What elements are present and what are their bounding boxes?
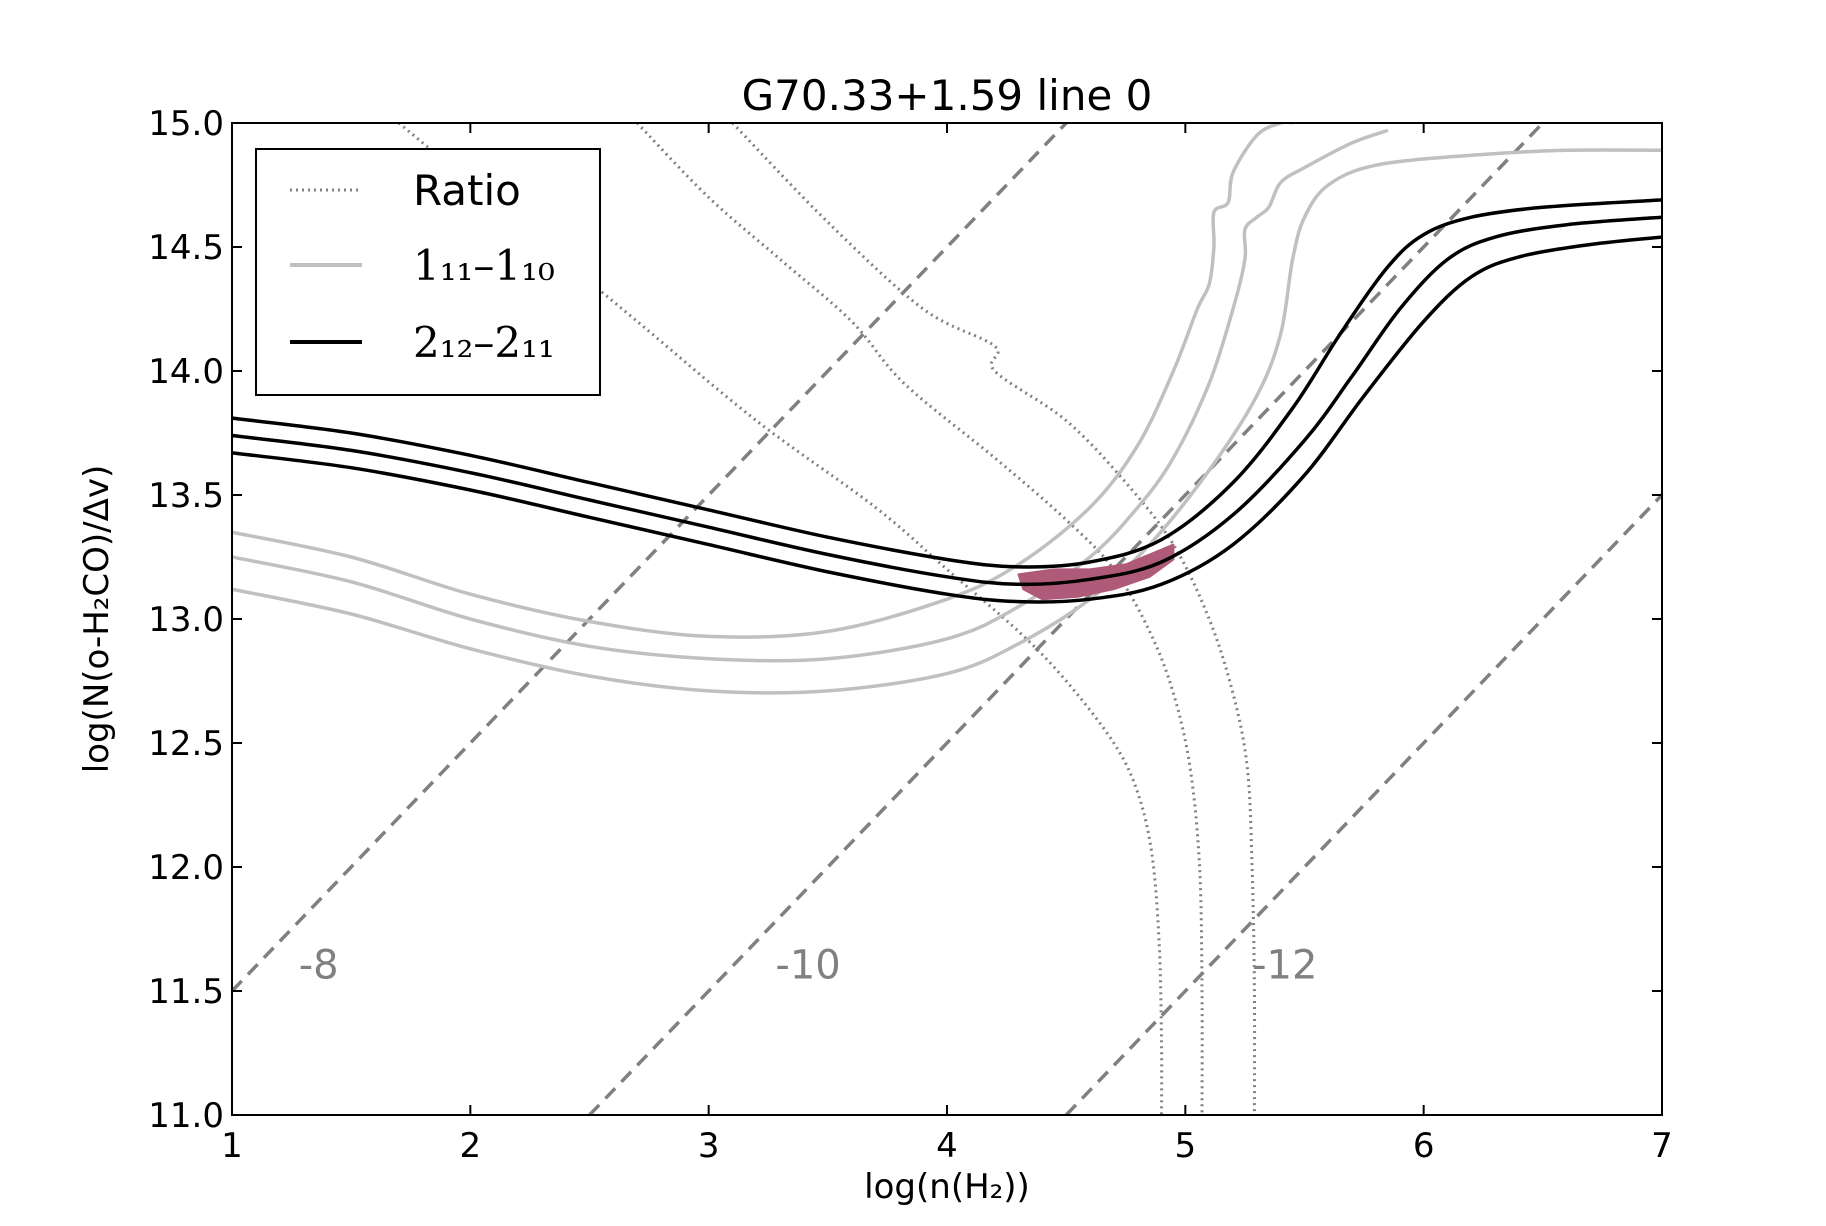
series-line-ratio-4 [636,123,1204,1115]
y-tick-label-4: 13.0 [148,600,224,640]
abundance-annotation-1: -10 [775,943,840,989]
y-tick-label-1: 11.5 [148,972,224,1012]
y-tick-label-7: 14.5 [148,228,224,268]
x-tick-label-5: 6 [1413,1126,1435,1166]
legend: Ratio 1₁₁–1₁₀ 2₁₂–2₁₁ [255,148,601,396]
series-line-ratio-5 [731,123,1257,1115]
y-tick-label-3: 12.5 [148,724,224,764]
y-axis-label: log(N(o-H₂CO)/Δv) [77,465,117,774]
x-tick-label-3: 4 [936,1126,958,1166]
x-tick-label-1: 2 [460,1126,482,1166]
x-tick-label-0: 1 [221,1126,243,1166]
series-line-2-12-2-11-9 [232,198,1662,569]
series-line-2-12-2-11-11 [232,235,1662,604]
x-tick-label-2: 3 [698,1126,720,1166]
x-tick-label-4: 5 [1175,1126,1197,1166]
series-line-1-11-1-10-6 [232,123,1293,639]
axis-ticks: 1 2 3 4 5 6 7 11.0 11.5 12.0 12.5 13.0 13.5 14.0 14.5 1… [148,104,1673,1166]
plot-area: -8 -10 -12 [232,123,1662,1115]
legend-label-1-11-1-10: 1₁₁–1₁₀ [413,241,555,290]
y-tick-label-5: 13.5 [148,476,224,516]
series-line-abundance-2 [1064,493,1662,1115]
y-tick-label-6: 14.0 [148,352,224,392]
legend-frame [255,148,601,396]
legend-label-ratio: Ratio [413,166,521,215]
series-line-abundance-1 [588,123,1545,1115]
x-tick-label-6: 7 [1651,1126,1673,1166]
abundance-annotation-2: -12 [1252,943,1317,989]
y-tick-label-0: 11.0 [148,1096,224,1136]
y-tick-label-8: 15.0 [148,104,224,144]
legend-label-2-12-2-11: 2₁₂–2₁₁ [413,318,555,367]
abundance-annotation-0: -8 [299,943,339,989]
series-line-2-12-2-11-10 [232,215,1662,587]
y-tick-label-2: 12.0 [148,848,224,888]
series-line-1-11-1-10-7 [232,128,1389,663]
series-line-1-11-1-10-8 [232,148,1662,695]
x-axis-label: log(n(H₂)) [864,1167,1030,1207]
chart-title: G70.33+1.59 line 0 [742,71,1153,120]
series-line-abundance-0 [232,123,1068,993]
solution-fill-region [1017,543,1175,601]
